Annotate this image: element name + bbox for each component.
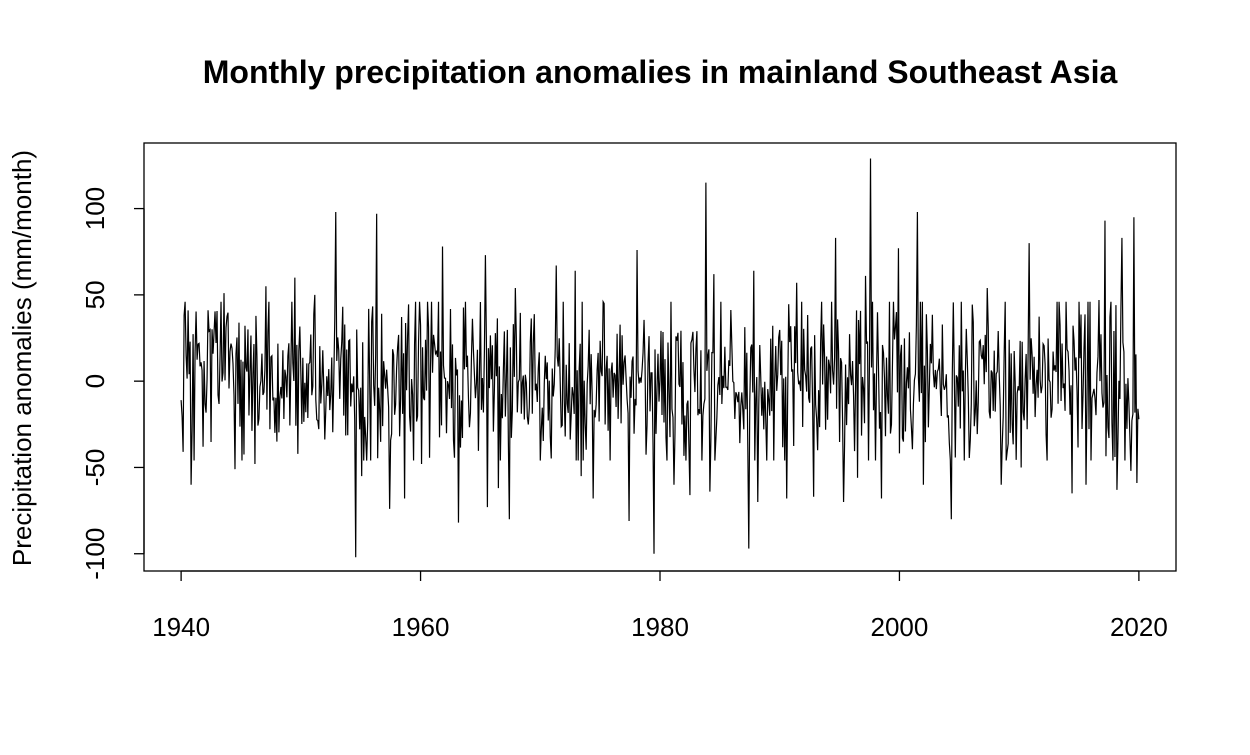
x-tick-label: 1960 (392, 612, 450, 642)
y-tick-label: 0 (80, 374, 110, 388)
series-line (180, 158, 1140, 558)
y-axis: -100 -50 0 50 100 (80, 187, 145, 580)
x-tick-label: 2000 (871, 612, 929, 642)
x-tick-label: 1980 (631, 612, 689, 642)
y-tick-label: -100 (80, 528, 110, 580)
y-tick-label: 50 (80, 280, 110, 309)
y-tick-label: 100 (80, 187, 110, 230)
x-tick-label: 1940 (152, 612, 210, 642)
y-axis-label: Precipitation anomalies (mm/month) (7, 150, 37, 566)
x-tick-label: 2020 (1110, 612, 1168, 642)
series-line-group (180, 158, 1140, 558)
chart-title: Monthly precipitation anomalies in mainl… (203, 54, 1118, 90)
x-axis: 1940 1960 1980 2000 2020 (152, 570, 1168, 642)
y-tick-label: -50 (80, 449, 110, 487)
